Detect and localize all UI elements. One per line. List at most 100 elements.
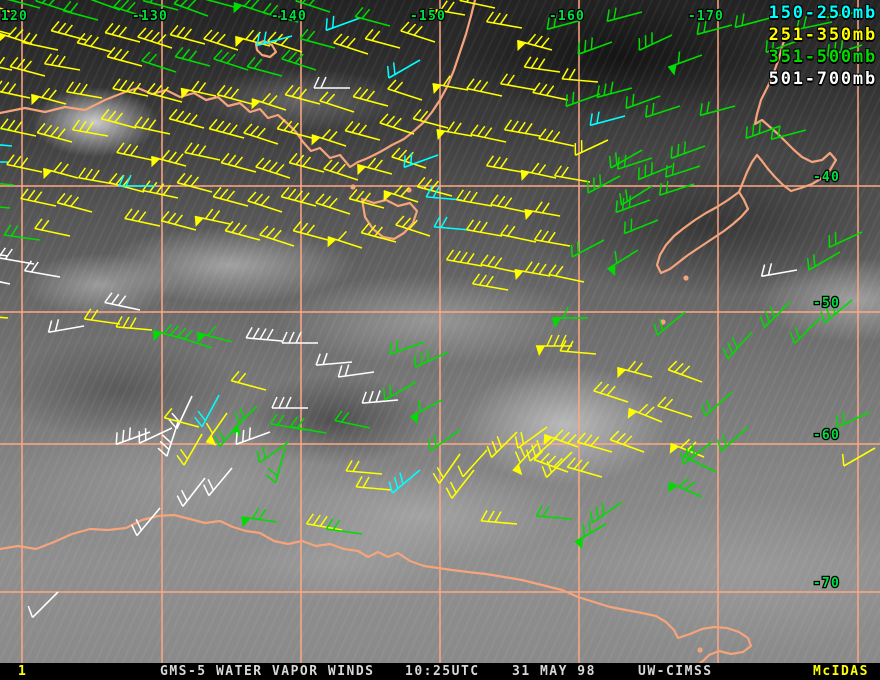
barb-pennant <box>311 134 321 146</box>
barb-tick <box>388 384 392 397</box>
barb-staff <box>231 379 267 391</box>
wind-barb <box>83 308 121 325</box>
barb-tick <box>503 197 513 208</box>
barb-tick <box>7 119 16 131</box>
barb-tick <box>290 122 300 133</box>
barb-tick <box>532 82 541 93</box>
islet <box>697 647 703 653</box>
barb-tick <box>242 429 245 442</box>
barb-tick <box>825 306 831 319</box>
barb-pennant <box>524 209 534 221</box>
barb-tick <box>325 93 336 104</box>
barb-tick <box>573 459 583 470</box>
barb-tick <box>237 372 247 383</box>
barb-staff <box>417 185 453 197</box>
barb-staff <box>334 419 371 429</box>
barb-tick <box>41 0 52 4</box>
wind-barb <box>433 215 471 231</box>
barb-tick <box>169 24 179 36</box>
wind-barb <box>436 121 473 141</box>
barb-tick <box>267 467 278 477</box>
barb-staff <box>590 115 626 127</box>
barb-tick <box>119 0 130 10</box>
barb-tick <box>220 152 230 164</box>
barb-tick <box>256 127 266 138</box>
legend-item: 351-500mb <box>768 47 877 67</box>
barb-tick <box>361 391 367 404</box>
barb-tick <box>243 123 253 134</box>
islet <box>683 275 689 281</box>
barb-tick <box>315 353 321 366</box>
wind-barb <box>429 0 466 20</box>
barb-tick <box>354 6 364 18</box>
barb-tick <box>386 65 390 79</box>
wind-barb <box>212 186 249 207</box>
barb-tick <box>118 174 125 187</box>
wind-barb <box>134 116 171 135</box>
barb-staff <box>4 234 41 241</box>
barb-tick <box>371 30 381 41</box>
barb-tick <box>546 460 553 473</box>
barb-staff <box>486 164 523 173</box>
brand-label: McIDAS <box>813 664 869 679</box>
barb-staff <box>57 201 93 213</box>
barb-tick <box>355 475 363 488</box>
barb-tick <box>527 33 537 45</box>
barb-tick <box>162 184 172 196</box>
barb-tick <box>630 218 633 231</box>
barb-staff <box>327 236 363 249</box>
barb-tick <box>455 189 464 201</box>
barb-tick <box>271 396 278 409</box>
barb-tick <box>177 327 187 338</box>
wind-barb <box>176 172 213 193</box>
wind-barb <box>20 188 57 207</box>
wind-barb <box>262 2 299 23</box>
barb-tick <box>651 102 655 116</box>
coastline <box>655 190 750 275</box>
wind-barb <box>22 32 59 51</box>
wind-barb <box>623 218 659 235</box>
wind-barb <box>667 51 703 76</box>
wind-barb <box>292 220 329 241</box>
barb-tick <box>560 431 571 442</box>
barb-tick <box>267 31 277 42</box>
barb-tick <box>239 407 245 419</box>
barb-tick <box>280 186 290 198</box>
barb-tick <box>10 225 19 237</box>
barb-tick <box>16 58 26 69</box>
barb-tick <box>234 412 241 424</box>
barb-tick <box>30 261 39 273</box>
barb-tick <box>446 1 455 13</box>
barb-tick <box>777 125 781 138</box>
barb-tick <box>118 26 128 37</box>
barb-tick <box>168 108 178 120</box>
barb-tick <box>523 56 532 68</box>
barb-tick <box>161 149 171 161</box>
barb-staff <box>670 145 706 160</box>
barb-tick <box>174 46 184 58</box>
barb-tick <box>546 17 550 30</box>
barb-staff <box>349 197 385 209</box>
barb-staff <box>323 168 359 181</box>
barb-tick <box>385 115 396 126</box>
barb-tick <box>332 15 335 28</box>
barb-staff <box>470 133 507 143</box>
barb-staff <box>610 149 643 169</box>
barb-tick <box>184 142 193 153</box>
wind-barb <box>124 208 161 227</box>
barb-tick <box>258 508 267 520</box>
barb-tick <box>134 116 143 127</box>
barb-tick <box>499 157 508 169</box>
barb-tick <box>291 86 301 97</box>
barb-staff <box>665 165 701 178</box>
barb-tick <box>565 94 568 107</box>
wind-barb <box>559 339 597 355</box>
barb-tick <box>507 225 516 237</box>
barb-tick <box>560 166 569 178</box>
barb-tick <box>397 149 408 160</box>
wind-barb <box>169 24 206 45</box>
wind-barb <box>716 426 749 452</box>
barb-staff <box>745 125 781 140</box>
wind-barb <box>0 181 15 186</box>
barb-tick <box>65 81 74 93</box>
